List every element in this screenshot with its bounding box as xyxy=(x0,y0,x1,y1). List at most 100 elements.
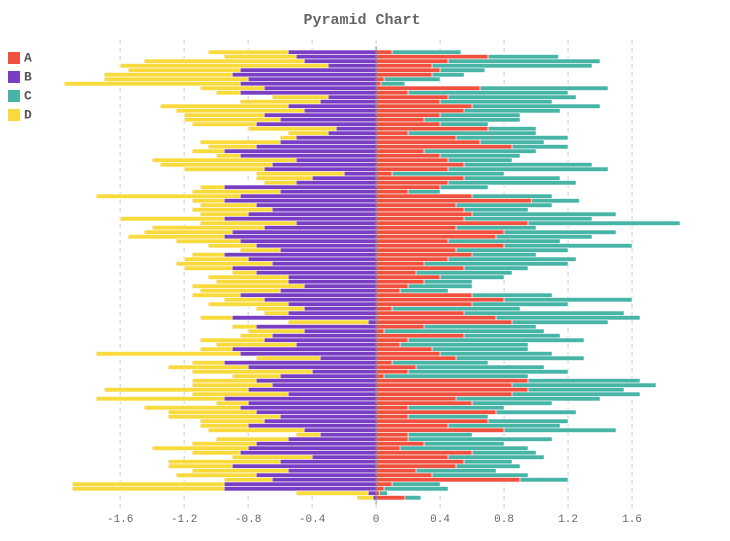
bar xyxy=(375,108,465,114)
bar xyxy=(207,144,257,150)
bar xyxy=(255,243,377,249)
bar xyxy=(375,135,457,141)
bar xyxy=(463,216,593,222)
bar xyxy=(263,310,289,316)
bar xyxy=(423,261,569,267)
bar xyxy=(375,468,417,474)
bar xyxy=(247,328,305,334)
legend-swatch xyxy=(8,52,20,64)
bar xyxy=(271,261,377,267)
bar xyxy=(375,432,409,438)
bar xyxy=(191,441,257,447)
bar xyxy=(399,288,449,294)
bar xyxy=(375,234,497,240)
bar xyxy=(447,180,577,186)
bar xyxy=(375,418,489,424)
bar xyxy=(495,234,593,240)
bar xyxy=(447,94,577,100)
bar xyxy=(71,481,225,487)
bar xyxy=(199,139,281,145)
bar xyxy=(95,351,241,357)
bar xyxy=(503,229,617,235)
bar xyxy=(375,58,449,64)
x-tick-label: -1.2 xyxy=(171,514,197,526)
bar xyxy=(447,58,601,64)
bar xyxy=(455,463,521,469)
bar xyxy=(455,135,569,141)
bar xyxy=(191,391,289,397)
bar xyxy=(375,310,465,316)
bar xyxy=(511,144,569,150)
bar xyxy=(247,126,337,132)
bar xyxy=(407,189,441,195)
bar xyxy=(407,337,585,343)
bar xyxy=(199,288,281,294)
bar xyxy=(199,315,233,321)
bar xyxy=(103,387,249,393)
bar xyxy=(223,54,297,60)
bar xyxy=(255,378,377,384)
bar xyxy=(215,279,289,285)
bar xyxy=(223,297,265,303)
bar xyxy=(495,315,641,321)
bar xyxy=(375,153,441,159)
x-tick-label: -0.8 xyxy=(235,514,261,526)
bar xyxy=(239,351,377,357)
bar xyxy=(375,90,409,96)
bar xyxy=(239,238,377,244)
bar xyxy=(223,360,377,366)
bar xyxy=(287,310,377,316)
bar xyxy=(375,126,489,132)
bar xyxy=(375,103,473,109)
bar xyxy=(255,409,377,415)
bar xyxy=(375,297,505,303)
bar xyxy=(375,270,417,276)
bar xyxy=(375,85,481,91)
bar xyxy=(215,90,241,96)
bar xyxy=(527,387,625,393)
bar xyxy=(375,81,382,87)
bar xyxy=(295,180,377,186)
bar xyxy=(151,157,297,163)
bar xyxy=(279,139,377,145)
bar xyxy=(271,207,377,213)
bar xyxy=(367,490,377,496)
bar xyxy=(471,193,553,199)
bar xyxy=(511,319,609,325)
bar xyxy=(471,292,553,298)
bar xyxy=(375,144,513,150)
bar xyxy=(303,306,377,312)
bar xyxy=(455,225,537,231)
bar xyxy=(375,72,433,78)
bar xyxy=(311,454,377,460)
bar xyxy=(375,351,441,357)
bar xyxy=(223,148,377,154)
bar xyxy=(375,162,465,168)
bar xyxy=(103,76,249,82)
bar xyxy=(375,54,489,60)
bar xyxy=(383,328,545,334)
bar xyxy=(191,382,273,388)
bar xyxy=(399,342,529,348)
bar xyxy=(463,207,529,213)
bar xyxy=(287,279,377,285)
bar xyxy=(375,112,441,118)
legend-label: B xyxy=(24,69,32,84)
bar xyxy=(223,252,377,258)
bar xyxy=(375,373,385,379)
bar xyxy=(183,256,249,262)
bar xyxy=(383,76,441,82)
bar xyxy=(375,477,521,483)
bar xyxy=(263,180,297,186)
bar xyxy=(207,49,289,55)
bar xyxy=(383,486,449,492)
bar xyxy=(287,301,377,307)
bar xyxy=(407,414,489,420)
x-tick-label: -1.6 xyxy=(107,514,133,526)
bar xyxy=(375,171,393,177)
bar xyxy=(519,477,569,483)
bar xyxy=(95,193,241,199)
legend-label: D xyxy=(24,107,32,122)
bar xyxy=(487,54,559,60)
bar xyxy=(199,346,233,352)
